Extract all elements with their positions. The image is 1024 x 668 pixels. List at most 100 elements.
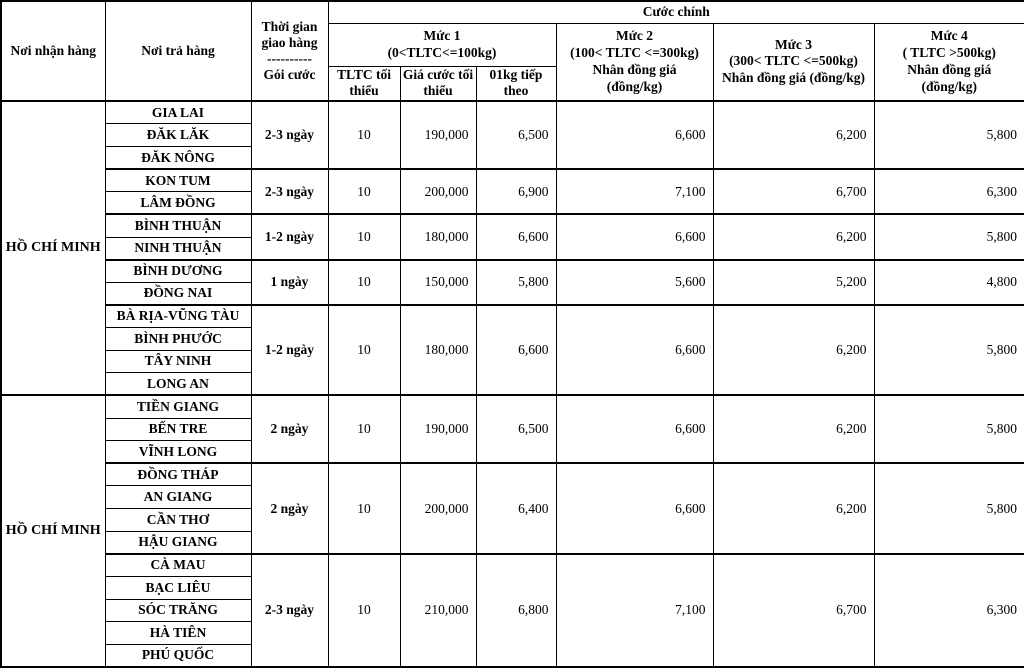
delivery-header-line1: Thời gian [261,18,318,34]
province-cell: CẦN THƠ [104,508,252,532]
province-cell: HẬU GIANG [104,530,252,555]
table-row: ĐỒNG NAI [1,281,1024,306]
receiver-cell: HỒ CHÍ MINH [0,100,106,396]
next-kg-cell: 6,900 [475,168,557,215]
province-cell: ĐỒNG THÁP [104,462,252,487]
muc3-line1: Mức 3 [775,36,812,52]
tltc-min-cell: 10 [327,303,401,396]
table-row: BÌNH PHƯỚC [1,327,1024,351]
receiver-cell: HỒ CHÍ MINH [0,394,106,668]
province-cell: SÓC TRĂNG [104,598,252,623]
table-row: AN GIANG [1,485,1024,509]
tltc-min-cell: 10 [327,168,401,215]
tltc-min-cell: 10 [327,213,401,261]
table-row: VĨNH LONG [1,440,1024,464]
min-fare-cell: 180,000 [399,213,477,261]
muc4-rate-cell: 4,800 [873,258,1024,306]
muc3-line2: (300< TLTC <=500kg) [729,53,858,69]
delivery-time-cell: 2-3 ngày [250,100,329,170]
next-kg-cell: 6,400 [475,462,557,555]
delivery-header-cell: Thời gian giao hàng ---------- Gói cước [250,0,329,102]
delivery-header-line2: giao hàng [261,35,318,51]
min-fare-header-cell: Giá cước tối thiểu [399,65,477,103]
tltc-min-cell: 10 [327,394,401,464]
muc4-rate-cell: 5,800 [873,100,1024,170]
table-row: HẬU GIANG [1,530,1024,555]
muc3-rate-cell: 6,200 [712,213,875,261]
province-cell: NINH THUẬN [104,236,252,261]
muc2-line3: Nhân đồng giá [592,61,677,77]
next-kg-cell: 6,600 [475,213,557,261]
province-cell: LONG AN [104,372,252,396]
muc2-rate-cell: 6,600 [555,213,714,261]
table-row: PHÚ QUỐC [1,643,1024,668]
table-row: KON TUM 2-3 ngày 10 200,000 6,900 7,100 6,700 6… [1,168,1024,215]
province-cell: BÀ RỊA-VŨNG TÀU [104,303,252,328]
muc4-line4: (đồng/kg) [921,78,978,94]
muc1-header-cell: Mức 1 (0<TLTC<=100kg) [327,22,557,67]
muc3-rate-cell: 5,200 [712,258,875,306]
muc2-rate-cell: 6,600 [555,462,714,555]
table-row: BÌNH DƯƠNG 1 ngày 10 150,000 5,800 5,600 5,200… [1,258,1024,306]
muc3-header-cell: Mức 3 (300< TLTC <=500kg) Nhân đồng giá … [712,22,875,102]
muc4-rate-cell: 5,800 [873,303,1024,396]
province-cell: PHÚ QUỐC [104,643,252,668]
muc3-rate-cell: 6,700 [712,168,875,215]
province-cell: BẾN TRE [104,417,252,442]
muc1-range: (0<TLTC<=100kg) [387,44,497,60]
muc2-rate-cell: 5,600 [555,258,714,306]
receiver-header-cell: Nơi nhận hàng [0,0,106,102]
province-cell: BÌNH PHƯỚC [104,327,252,351]
muc2-line1: Mức 2 [616,28,653,44]
muc3-rate-cell: 6,200 [712,394,875,464]
muc1-title: Mức 1 [423,27,461,43]
province-cell: ĐĂK NÔNG [104,146,252,170]
tltc-min-cell: 10 [327,100,401,170]
province-cell: VĨNH LONG [104,440,252,464]
delivery-header-line3: Gói cước [263,66,316,82]
province-cell: KON TUM [104,168,252,193]
tltc-min-cell: 10 [327,552,401,668]
muc3-rate-cell: 6,700 [712,552,875,668]
muc4-header-cell: Mức 4 ( TLTC >500kg) Nhân đồng giá (đồng… [873,22,1024,102]
min-fare-cell: 210,000 [399,552,477,668]
table-header: Nơi nhận hàng Nơi trả hàng Thời gian gia… [0,0,1024,103]
table-row: CÀ MAU 2-3 ngày 10 210,000 6,800 7,100 6,700 6,… [1,552,1024,668]
next-kg-header-cell: 01kg tiếp theo [475,65,557,103]
table-row: HỒ CHÍ MINH TIỀN GIANG 2 ngày 10 190,000 6,50… [0,394,1024,668]
province-cell: ĐỒNG NAI [104,281,252,306]
muc4-line2: ( TLTC >500kg) [902,45,996,60]
province-cell: BÌNH DƯƠNG [104,258,252,283]
table-row: BẾN TRE [1,417,1024,442]
min-fare-cell: 180,000 [399,303,477,396]
next-kg-cell: 6,500 [475,100,557,170]
delivery-time-cell: 1-2 ngày [250,213,329,261]
muc3-line3: Nhân đồng giá (đồng/kg) [722,70,865,86]
province-cell: HÀ TIÊN [104,621,252,645]
muc3-rate-cell: 6,200 [712,462,875,555]
sender-header-cell: Nơi trả hàng [104,0,252,102]
min-fare-cell: 200,000 [399,462,477,555]
table-row: BÀ RỊA-VŨNG TÀU 1-2 ngày 10 180,000 6,600 6,6… [1,303,1024,396]
province-cell: TÂY NINH [104,349,252,374]
tltc-min-cell: 10 [327,258,401,306]
muc4-rate-cell: 5,800 [873,213,1024,261]
delivery-time-cell: 2-3 ngày [250,168,329,215]
muc4-rate-cell: 6,300 [873,168,1024,215]
min-fare-cell: 200,000 [399,168,477,215]
muc2-rate-cell: 6,600 [555,303,714,396]
next-kg-cell: 6,800 [475,552,557,668]
province-cell: BÌNH THUẬN [104,213,252,238]
muc3-rate-cell: 6,200 [712,100,875,170]
province-cell: CÀ MAU [104,552,252,577]
table-row: BẠC LIÊU [1,575,1024,600]
muc2-header-cell: Mức 2 (100< TLTC <=300kg) Nhân đồng giá … [555,22,714,102]
delivery-header-divider: ---------- [267,51,312,67]
province-cell: GIA LAI [104,100,252,125]
main-fare-header-cell: Cước chính [327,0,1024,24]
table-row: HỒ CHÍ MINH GIA LAI 2-3 ngày 10 190,000 6,500… [0,100,1024,396]
next-kg-cell: 6,500 [475,394,557,464]
province-cell: TIỀN GIANG [104,394,252,419]
muc2-line4: (đồng/kg) [606,78,663,94]
